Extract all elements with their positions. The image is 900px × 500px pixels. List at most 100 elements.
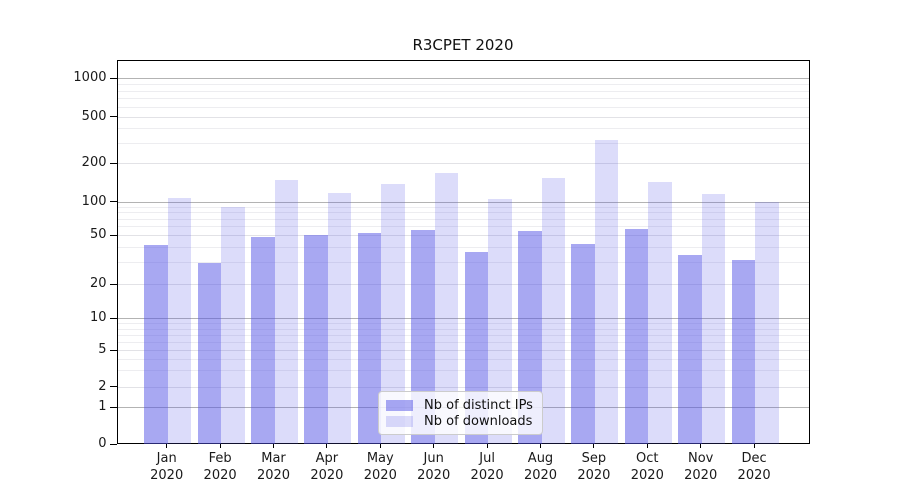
bar-downloads: [755, 202, 779, 444]
gridline-major: [117, 201, 809, 203]
gridline-minor: [117, 328, 809, 330]
y-tick-label: 10: [89, 310, 107, 326]
bar-distinct-ips: [518, 231, 542, 444]
gridline-minor: [117, 142, 809, 144]
gridline-tick: [117, 284, 809, 286]
y-tick-label: 1: [98, 399, 107, 415]
bar-downloads: [701, 194, 726, 444]
x-tick-year: 2020: [630, 468, 664, 483]
x-tick-label: Jan 2020: [139, 450, 195, 484]
x-tick-label: Mar 2020: [246, 450, 302, 484]
x-tick-label: May 2020: [352, 450, 408, 484]
x-tick: [540, 444, 541, 448]
x-tick-month: Jan: [156, 451, 177, 466]
x-tick: [486, 444, 488, 448]
x-tick-year: 2020: [310, 468, 344, 483]
gridline-major: [117, 318, 809, 320]
x-tick: [219, 444, 221, 448]
bar-distinct-ips: [624, 228, 649, 444]
bar-downloads: [434, 172, 459, 444]
bar-downloads: [221, 206, 245, 444]
y-tick: [109, 386, 117, 388]
chart-title: R3CPET 2020: [412, 36, 514, 54]
gridline-tick: [117, 386, 809, 388]
y-tick: [109, 162, 117, 164]
legend-item-downloads: Nb of downloads: [386, 414, 534, 429]
x-tick-month: Mar: [261, 451, 286, 466]
x-tick-label: Jun 2020: [406, 450, 462, 484]
gridline-minor: [117, 218, 809, 220]
x-tick: [166, 444, 168, 448]
x-tick-label: Jul 2020: [459, 450, 515, 484]
gridline-minor: [117, 98, 809, 100]
x-tick-year: 2020: [203, 468, 237, 483]
bar-distinct-ips: [144, 245, 168, 444]
x-tick: [593, 444, 595, 448]
x-tick-label: Oct 2020: [619, 450, 675, 484]
y-tick: [109, 116, 117, 118]
bar-downloads: [327, 192, 352, 444]
x-tick: [753, 444, 755, 448]
gridline-minor: [117, 358, 809, 360]
x-tick: [700, 444, 702, 448]
y-tick-label: 200: [81, 155, 107, 171]
bar-distinct-ips: [571, 244, 595, 444]
x-tick-label: Aug 2020: [513, 450, 569, 484]
gridline-minor: [117, 206, 809, 208]
bar-distinct-ips: [678, 255, 702, 444]
x-tick-year: 2020: [737, 468, 771, 483]
bar-distinct-ips: [197, 263, 222, 444]
x-tick-month: Feb: [208, 451, 232, 466]
bar-downloads: [594, 140, 619, 444]
x-tick-label: Sep 2020: [566, 450, 622, 484]
y-tick: [109, 234, 117, 236]
bar-downloads: [167, 198, 192, 444]
y-tick: [109, 317, 117, 319]
x-tick: [326, 444, 328, 448]
bar-distinct-ips: [251, 237, 275, 444]
x-tick-label: Feb 2020: [192, 450, 248, 484]
gridline-tick: [117, 235, 809, 236]
y-tick: [109, 283, 117, 285]
bar-downloads: [648, 181, 672, 444]
gridline-minor: [117, 106, 809, 108]
plot-area: [116, 59, 810, 444]
bar-distinct-ips: [411, 229, 435, 444]
x-tick-label: Dec 2020: [726, 450, 782, 484]
x-tick-year: 2020: [417, 468, 451, 483]
legend-swatch-downloads: [386, 415, 413, 427]
gridline-minor: [117, 323, 809, 325]
bar-downloads: [274, 179, 298, 444]
x-tick-year: 2020: [470, 468, 504, 483]
x-tick-year: 2020: [684, 468, 718, 483]
x-tick-month: Apr: [315, 451, 339, 466]
x-tick-month: Jul: [479, 451, 495, 466]
x-tick-month: Dec: [741, 451, 767, 466]
x-tick-month: Oct: [636, 451, 659, 466]
x-tick-month: Sep: [581, 451, 607, 466]
bar-downloads: [488, 199, 512, 444]
x-tick: [379, 444, 381, 448]
y-tick-label: 5: [98, 342, 107, 357]
bar-distinct-ips: [357, 233, 382, 444]
y-tick-label: 2: [98, 378, 107, 394]
gridline-minor: [117, 90, 809, 92]
y-tick: [109, 349, 117, 351]
y-tick-label: 20: [89, 276, 107, 292]
chart-legend: Nb of distinct IPs Nb of downloads: [378, 391, 543, 435]
legend-label-downloads: Nb of downloads: [424, 413, 533, 429]
x-tick-year: 2020: [577, 468, 611, 483]
bar-downloads: [541, 178, 565, 444]
y-tick-label: 1000: [73, 70, 107, 86]
gridline-minor: [117, 262, 809, 264]
gridline-minor: [117, 212, 809, 214]
gridline-tick: [117, 116, 809, 118]
x-tick-year: 2020: [150, 468, 184, 483]
x-tick-month: Jun: [423, 451, 444, 466]
y-tick: [109, 406, 117, 408]
gridline-minor: [117, 84, 809, 86]
x-tick-year: 2020: [256, 468, 291, 483]
y-tick-label: 50: [89, 227, 107, 242]
x-tick: [273, 444, 274, 448]
